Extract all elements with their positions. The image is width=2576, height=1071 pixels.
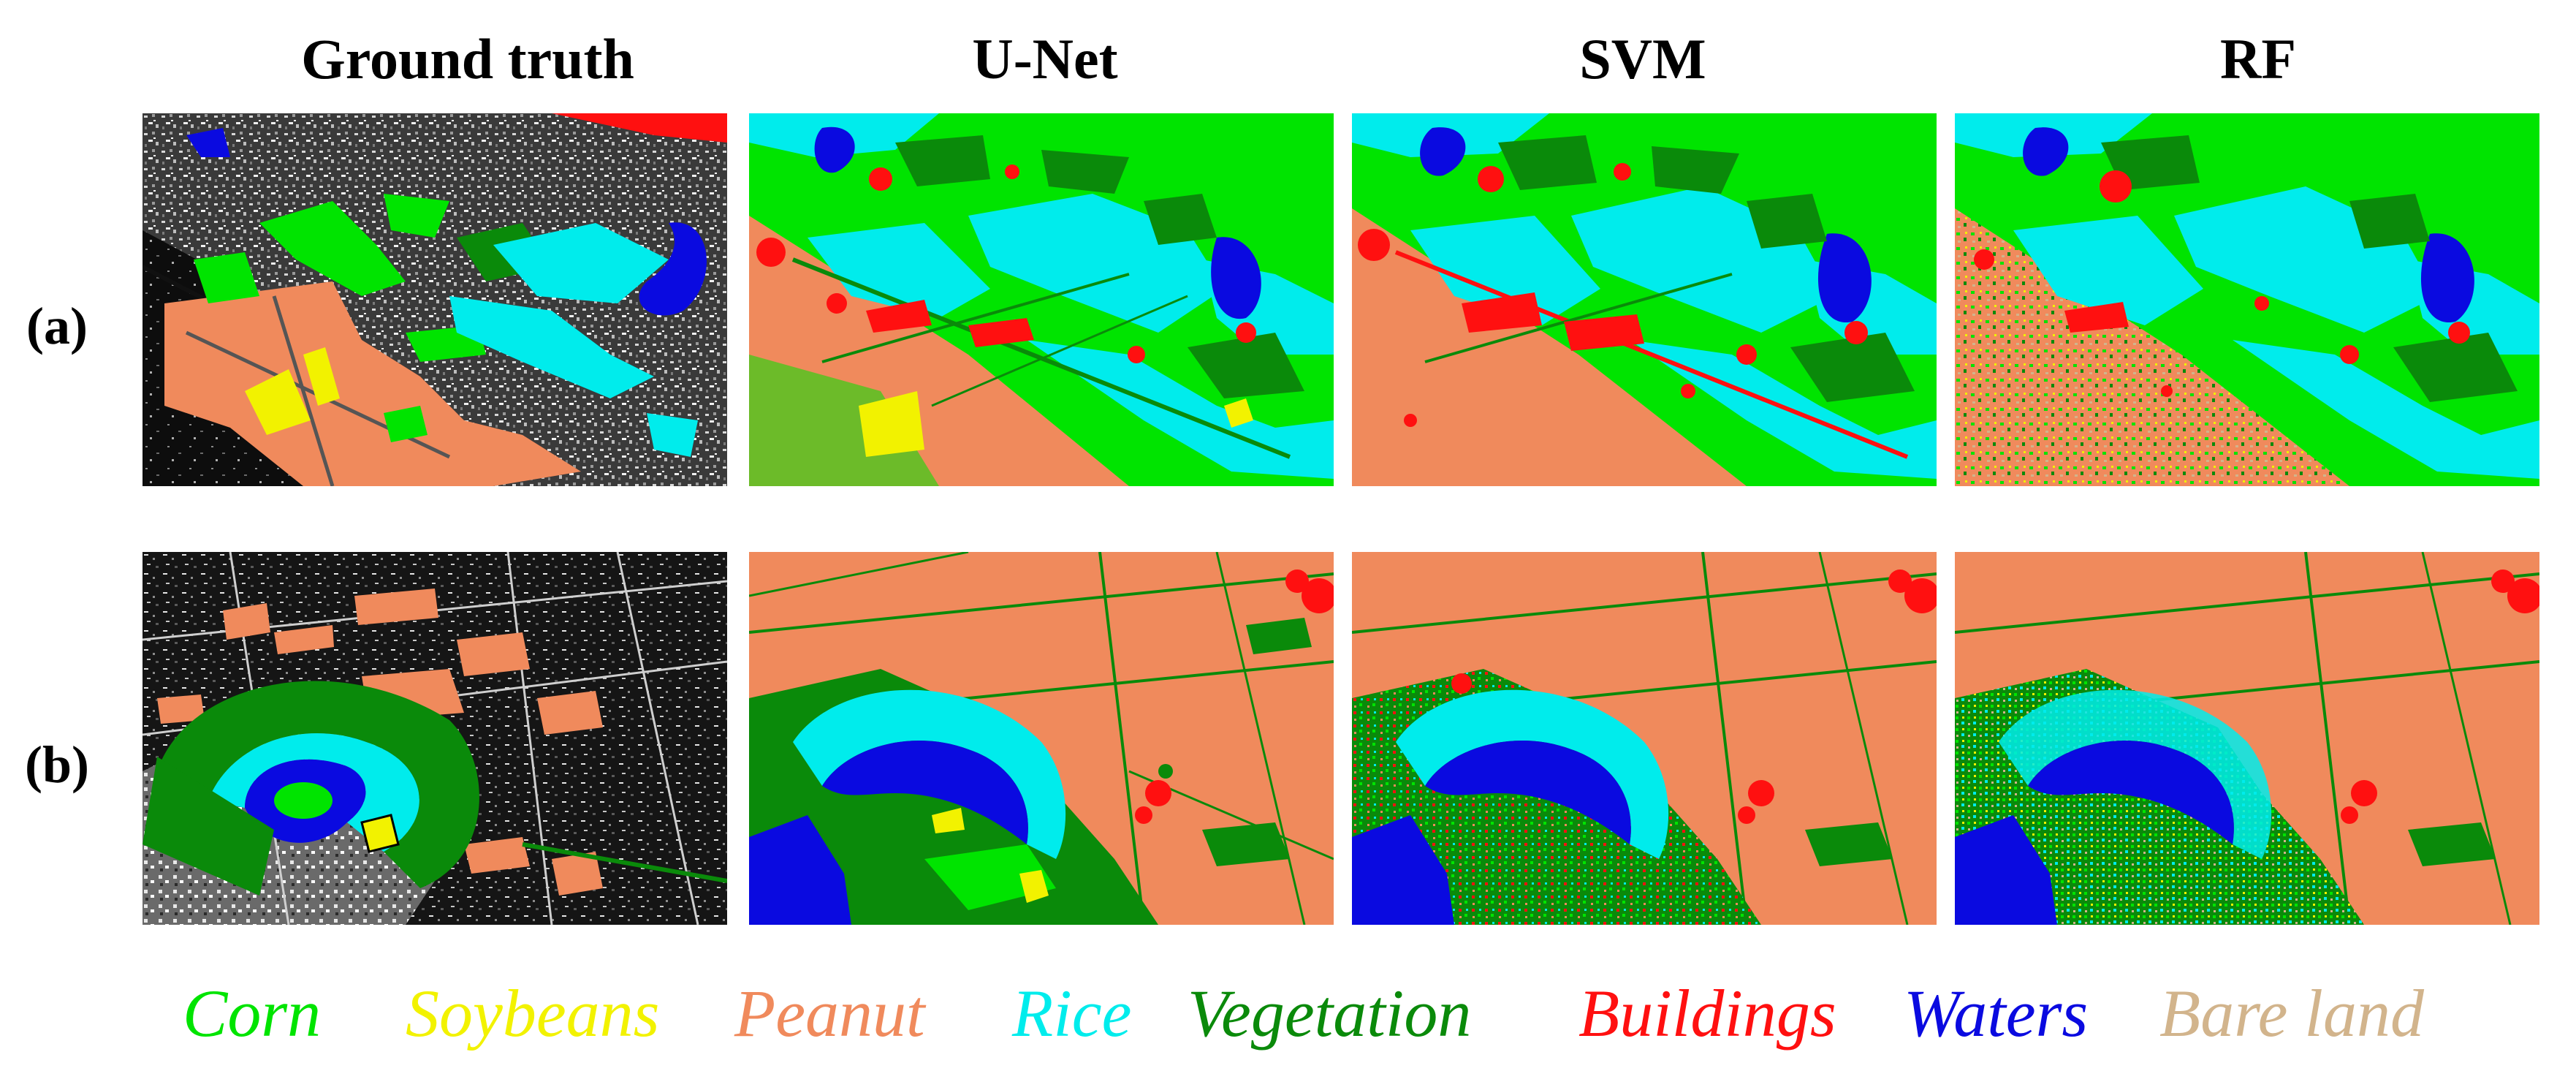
panel-unet-a <box>749 113 1334 486</box>
panel-rf-a <box>1955 113 2539 486</box>
legend-buildings: Buildings <box>1578 976 1836 1051</box>
panel-ground-truth-b <box>143 552 727 925</box>
row-label-a: (a) <box>26 297 88 355</box>
column-title-unet: U-Net <box>972 27 1118 91</box>
column-title-svm: SVM <box>1579 27 1706 91</box>
legend: Corn Soybeans Peanut Rice Vegetation Bui… <box>0 980 2576 1060</box>
legend-rice: Rice <box>1012 976 1132 1051</box>
column-title-ground-truth: Ground truth <box>301 27 634 91</box>
panel-unet-b <box>749 552 1334 925</box>
panel-ground-truth-a <box>143 113 727 486</box>
legend-waters: Waters <box>1904 976 2089 1051</box>
row-label-b: (b) <box>25 735 89 794</box>
panel-svm-a <box>1352 113 1937 486</box>
legend-soybeans: Soybeans <box>406 976 660 1051</box>
column-title-rf: RF <box>2220 27 2296 91</box>
legend-corn: Corn <box>183 976 322 1051</box>
panel-svm-b <box>1352 552 1937 925</box>
panel-rf-b <box>1955 552 2539 925</box>
legend-bare-land: Bare land <box>2159 976 2424 1051</box>
legend-vegetation: Vegetation <box>1188 976 1472 1051</box>
legend-peanut: Peanut <box>734 976 925 1051</box>
